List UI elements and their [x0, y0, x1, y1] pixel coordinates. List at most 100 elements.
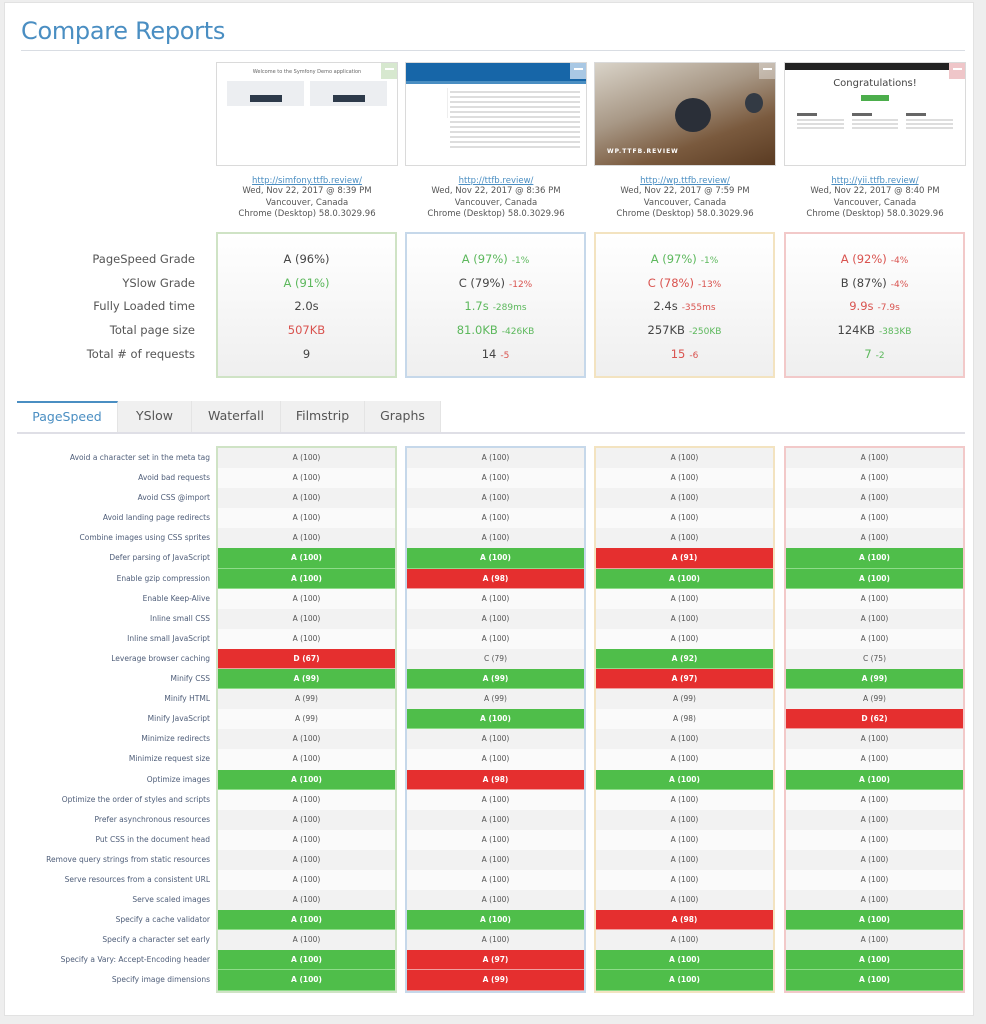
summary-metric: 2.0s — [218, 295, 395, 319]
rule-score-cell: A (100) — [786, 468, 963, 489]
collapse-icon[interactable] — [570, 63, 586, 79]
metric-value: 14 — [481, 346, 497, 361]
tab-graphs[interactable]: Graphs — [365, 401, 441, 433]
site-url-link[interactable]: http://simfony.ttfb.review/ — [252, 176, 362, 186]
summary-metric: A (97%) -1% — [596, 248, 773, 272]
rule-score-cell: A (98) — [407, 568, 584, 589]
metric-value: A (97%) — [650, 252, 697, 266]
rule-score-cell: C (79) — [407, 648, 584, 670]
metric-value: 507KB — [287, 323, 326, 338]
summary-metric: A (91%) — [218, 272, 395, 296]
metric-delta: -4% — [890, 279, 909, 290]
metric-value: A (96%) — [283, 252, 330, 266]
rule-score-cell: A (100) — [596, 849, 773, 870]
rule-score-cell: A (100) — [786, 869, 963, 891]
summary-labels: PageSpeed Grade YSlow Grade Fully Loaded… — [40, 248, 195, 366]
rule-label: Enable Keep-Alive — [142, 593, 210, 603]
rule-score-cell: A (99) — [786, 689, 963, 710]
summary-metric: 81.0KB -426KB — [407, 319, 584, 343]
rule-score-cell: A (100) — [218, 869, 395, 891]
rule-label: Enable gzip compression — [116, 573, 210, 583]
rule-label: Put CSS in the document head — [95, 834, 210, 844]
metric-value: 9 — [302, 346, 311, 361]
tabs-divider — [17, 432, 965, 434]
rule-score-cell: A (100) — [218, 628, 395, 649]
rule-score-cell: A (100) — [407, 448, 584, 469]
rule-score-cell: A (99) — [218, 709, 395, 730]
rule-score-cell: A (100) — [407, 528, 584, 549]
rule-score-cell: A (92) — [596, 648, 773, 670]
metric-delta: -4% — [890, 256, 909, 266]
rule-label: Serve scaled images — [132, 895, 210, 905]
rule-score-cell: A (100) — [786, 548, 963, 569]
rule-score-cell: A (99) — [407, 669, 584, 690]
metric-value: C (78%) — [647, 275, 694, 290]
test-browser: Chrome (Desktop) 58.0.3029.96 — [427, 209, 565, 219]
site-url-link[interactable]: http://ttfb.review/ — [458, 176, 534, 186]
rule-score-cell: A (100) — [218, 448, 395, 469]
rule-label: Minify JavaScript — [147, 714, 210, 724]
metric-delta: -289ms — [492, 303, 527, 314]
rule-score-cell: C (75) — [786, 648, 963, 670]
rule-score-cell: A (100) — [407, 809, 584, 830]
rule-label: Specify a Vary: Accept-Encoding header — [60, 955, 210, 965]
rule-score-cell: A (100) — [786, 628, 963, 649]
rule-score-cell: A (100) — [786, 890, 963, 911]
test-browser: Chrome (Desktop) 58.0.3029.96 — [806, 209, 944, 219]
report-tabs: PageSpeed YSlow Waterfall Filmstrip Grap… — [17, 401, 441, 433]
metric-value: 15 — [670, 346, 686, 361]
rule-label: Minimize redirects — [141, 734, 210, 744]
metric-value: 2.4s — [653, 299, 678, 314]
rule-label: Avoid a character set in the meta tag — [69, 453, 210, 462]
summary-metric: 507KB — [218, 319, 395, 343]
rule-label: Specify a cache validator — [115, 915, 210, 925]
rule-score-cell: A (98) — [596, 910, 773, 931]
summary-box: A (92%) -4% B (87%) -4% 9.9s -7.9s 124KB -383KB… — [784, 232, 965, 378]
tab-yslow[interactable]: YSlow — [118, 401, 192, 433]
rule-score-cell: A (99) — [407, 689, 584, 710]
rule-score-cell: A (100) — [786, 769, 963, 790]
rule-score-cell: A (100) — [407, 608, 584, 629]
rule-score-cell: A (100) — [786, 588, 963, 609]
metric-delta: -250KB — [688, 327, 722, 338]
metric-delta: -2 — [875, 350, 885, 361]
rule-score-cell: A (100) — [596, 950, 773, 971]
summary-metric: A (92%) -4% — [786, 248, 963, 272]
collapse-icon[interactable] — [949, 63, 965, 79]
rule-score-cell: A (100) — [407, 849, 584, 870]
rule-score-cell: A (100) — [218, 508, 395, 529]
metric-value: C (79%) — [458, 275, 505, 290]
thumb-caption: WP.TTFB.REVIEW — [607, 148, 679, 155]
label-yslow-grade: YSlow Grade — [122, 275, 195, 290]
tab-filmstrip[interactable]: Filmstrip — [281, 401, 365, 433]
metric-value: 7 — [864, 346, 872, 361]
rule-score-cell: A (100) — [786, 568, 963, 589]
rule-score-column: A (100) A (100) A (100) A (100) A (100) A (10… — [784, 446, 965, 993]
rule-score-cell: A (100) — [596, 468, 773, 489]
collapse-icon[interactable] — [759, 63, 775, 79]
collapse-icon[interactable] — [381, 63, 397, 79]
site-url-link[interactable]: http://yii.ttfb.review/ — [831, 176, 919, 186]
rule-score-cell: A (100) — [407, 709, 584, 730]
rule-score-cell: A (100) — [218, 829, 395, 850]
rule-score-cell: A (100) — [218, 769, 395, 790]
rule-score-cell: A (100) — [786, 608, 963, 629]
summary-metric: 7 -2 — [786, 343, 963, 367]
site-column: Sample Drupal site http://ttfb.review/ W… — [405, 62, 587, 221]
metric-value: B (87%) — [840, 275, 887, 290]
rule-score-cell: A (100) — [786, 970, 963, 991]
rule-score-cell: A (100) — [786, 789, 963, 810]
metric-delta: -5 — [500, 350, 510, 361]
rule-score-cell: A (100) — [596, 588, 773, 609]
rule-score-cell: A (99) — [786, 669, 963, 690]
rule-label: Minimize request size — [128, 754, 210, 764]
rule-score-cell: A (100) — [218, 950, 395, 971]
tab-pagespeed[interactable]: PageSpeed — [17, 401, 118, 433]
rule-score-cell: D (62) — [786, 709, 963, 730]
tab-waterfall[interactable]: Waterfall — [192, 401, 281, 433]
site-url-link[interactable]: http://wp.ttfb.review/ — [640, 176, 730, 186]
thumb-caption: Congratulations! — [833, 78, 917, 89]
summary-metric: 15 -6 — [596, 343, 773, 367]
summary-metric: 2.4s -355ms — [596, 295, 773, 319]
rule-label: Optimize the order of styles and scripts — [61, 794, 210, 804]
